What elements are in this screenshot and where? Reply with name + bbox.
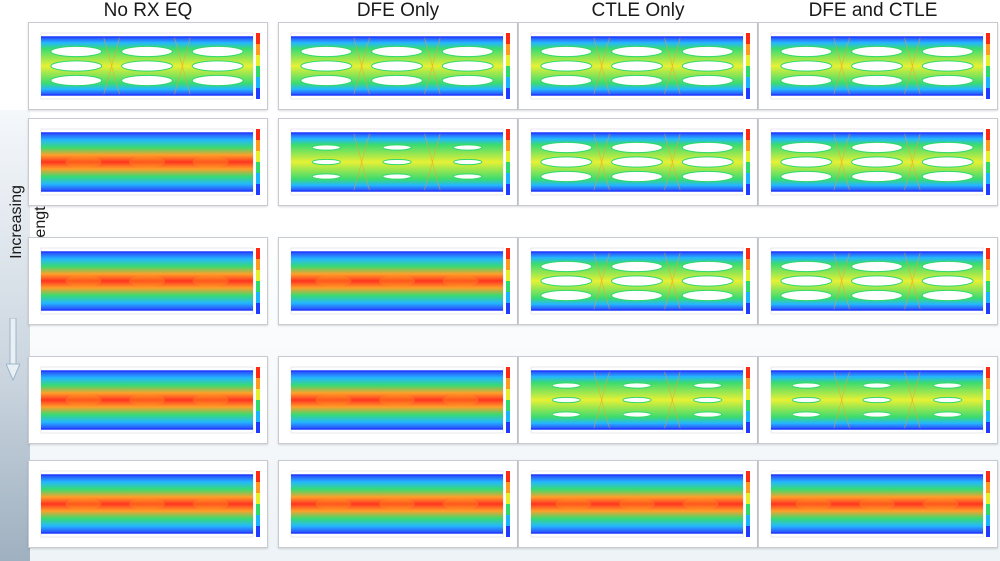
down-arrow-icon [6, 318, 20, 382]
eye-diagram-panel-r3-no-rx-eq [28, 237, 268, 325]
eye-diagram-panel-r2-ctle-only [518, 118, 758, 206]
eye-diagram-panel-r5-no-rx-eq [28, 460, 268, 548]
eye-diagram-panel-r5-dfe-and-ctle [758, 460, 998, 548]
eye-diagram-panel-r4-no-rx-eq [28, 356, 268, 444]
eye-diagram-panel-r2-dfe-and-ctle [758, 118, 998, 206]
column-title-dfe-only: DFE Only [356, 0, 440, 21]
eye-diagram-panel-r1-ctle-only [518, 22, 758, 110]
column-title-ctle-only: CTLE Only [591, 0, 685, 21]
eye-diagram-panel-r4-ctle-only [518, 356, 758, 444]
eye-diagram-panel-r3-dfe-only [278, 237, 518, 325]
column-title-dfe-and-ctle: DFE and CTLE [808, 0, 938, 21]
eye-diagram-panel-r2-dfe-only [278, 118, 518, 206]
eye-diagram-panel-r4-dfe-and-ctle [758, 356, 998, 444]
column-header-row: No RX EQ DFE Only CTLE Only DFE and CTLE [0, 0, 1000, 24]
eye-diagram-panel-r3-dfe-and-ctle [758, 237, 998, 325]
eye-diagram-panel-r2-no-rx-eq [28, 118, 268, 206]
eye-diagram-panel-r3-ctle-only [518, 237, 758, 325]
eye-diagram-panel-r4-dfe-only [278, 356, 518, 444]
eye-diagram-panel-r5-ctle-only [518, 460, 758, 548]
increasing-length-label: Increasing Length [8, 185, 49, 259]
eye-diagram-panel-r1-no-rx-eq [28, 22, 268, 110]
eye-diagram-panel-r5-dfe-only [278, 460, 518, 548]
column-title-no-rx-eq: No RX EQ [103, 0, 193, 21]
eye-diagram-panel-r1-dfe-and-ctle [758, 22, 998, 110]
eye-diagram-panel-r1-dfe-only [278, 22, 518, 110]
